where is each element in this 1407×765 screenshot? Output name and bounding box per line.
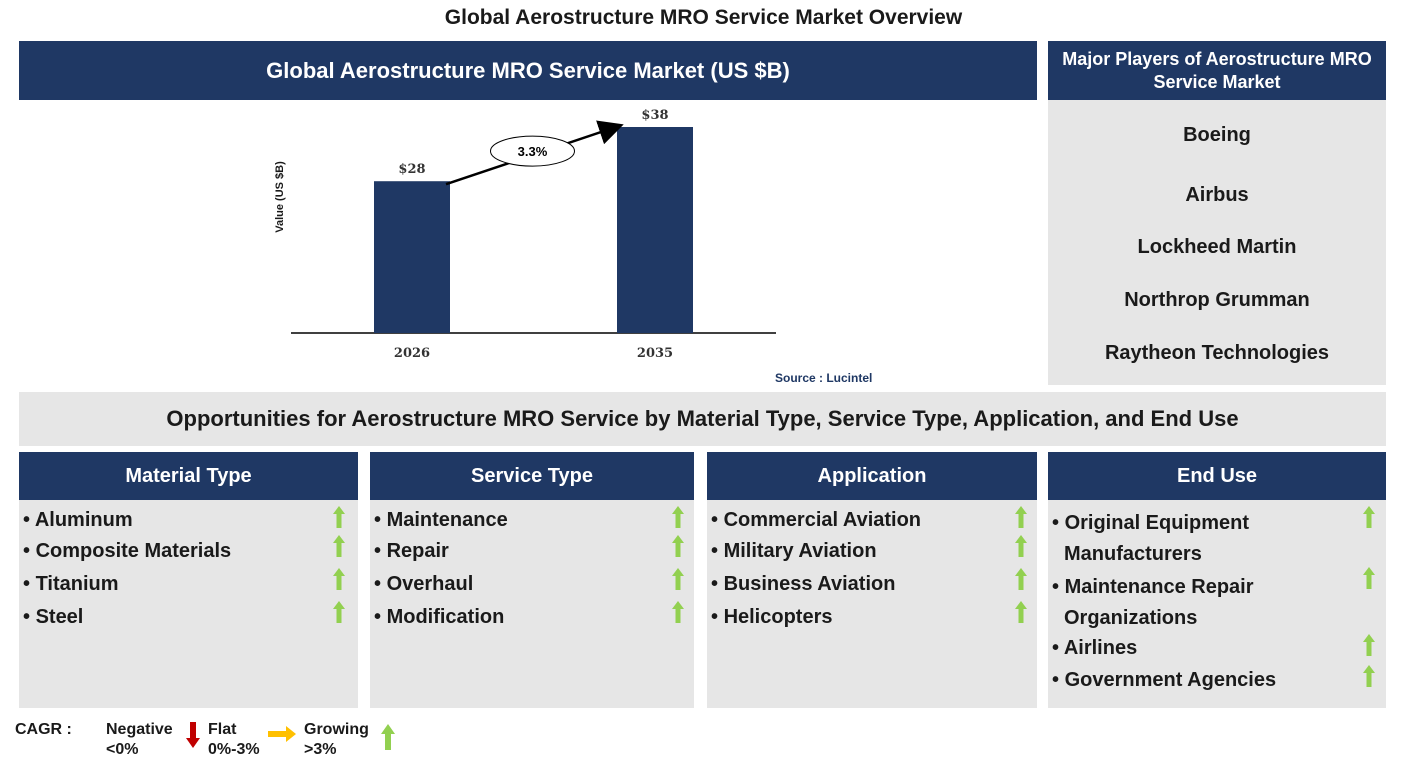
player-item: Northrop Grumman — [1124, 289, 1310, 311]
growth-up-arrow-icon — [1015, 568, 1027, 590]
chart-source: Source : Lucintel — [775, 371, 873, 385]
segment-item: • Steel — [23, 606, 84, 628]
growth-up-arrow-icon — [1363, 567, 1375, 589]
chart-header: Global Aerostructure MRO Service Market … — [19, 41, 1037, 100]
segment-item: • Composite Materials — [23, 540, 232, 562]
growth-up-arrow-icon — [1015, 601, 1027, 623]
cagr-bubble — [490, 135, 575, 167]
segment-item: • Helicopters — [711, 606, 833, 628]
segment-item: • Military Aviation — [711, 540, 877, 562]
bar-value-label: $38 — [641, 108, 668, 123]
segment-item: • Aluminum — [23, 509, 133, 531]
segment-item: • Maintenance — [374, 509, 508, 531]
player-item: Lockheed Martin — [1137, 236, 1297, 258]
segment-item: • Modification — [374, 606, 505, 628]
growth-up-arrow-icon — [672, 535, 684, 557]
growth-up-arrow-icon — [672, 601, 684, 623]
player-item: Raytheon Technologies — [1104, 342, 1330, 364]
segment-item: • Maintenance Repair Organizations — [1052, 576, 1254, 629]
growth-up-arrow-icon — [1363, 665, 1375, 687]
player-item: Airbus — [1185, 184, 1249, 206]
segment-item: • Government Agencies — [1052, 669, 1277, 691]
decline-down-arrow-icon — [186, 722, 200, 748]
growth-up-arrow-icon — [381, 724, 395, 750]
segment-item: • Airlines — [1052, 637, 1138, 659]
legend-growing: Growing >3% — [304, 721, 369, 758]
segment-service-type: Service Type • Maintenance • Repair • Ov… — [370, 452, 694, 708]
growth-up-arrow-icon — [1363, 634, 1375, 656]
opportunities-banner: Opportunities for Aerostructure MRO Serv… — [19, 392, 1386, 446]
bar-2026 — [374, 181, 450, 333]
segment-item: • Titanium — [23, 573, 119, 595]
growth-up-arrow-icon — [672, 568, 684, 590]
segment-body: • Original Equipment Manufacturers • Mai… — [1048, 500, 1386, 708]
flat-right-arrow-icon — [268, 726, 296, 742]
segment-item: • Repair — [374, 540, 449, 562]
players-list: Boeing Airbus Lockheed Martin Northrop G… — [1048, 100, 1386, 385]
growth-up-arrow-icon — [333, 506, 345, 528]
segment-item: • Overhaul — [374, 573, 474, 595]
player-item: Boeing — [1183, 124, 1251, 146]
cagr-label: 3.3% — [518, 144, 548, 159]
players-header: Major Players of Aerostructure MRO Servi… — [1048, 41, 1386, 100]
page-title: Global Aerostructure MRO Service Market … — [444, 6, 963, 29]
segment-item: • Business Aviation — [711, 573, 896, 595]
segment-header: Material Type — [19, 452, 358, 500]
bar-value-label: $28 — [398, 162, 425, 177]
growth-up-arrow-icon — [672, 506, 684, 528]
segment-body: • Maintenance • Repair • Overhaul • Modi… — [370, 500, 694, 708]
growth-up-arrow-icon — [333, 601, 345, 623]
y-axis-label: Value (US $B) — [274, 161, 286, 233]
segment-item: • Original Equipment Manufacturers — [1052, 512, 1250, 565]
growth-up-arrow-icon — [1015, 535, 1027, 557]
segment-header: End Use — [1048, 452, 1386, 500]
segment-end-use: End Use • Original Equipment Manufacture… — [1048, 452, 1386, 708]
x-tick-label: 2035 — [637, 346, 673, 361]
segment-body: • Aluminum • Composite Materials • Titan… — [19, 500, 358, 708]
growth-up-arrow-icon — [1363, 506, 1375, 528]
growth-up-arrow-icon — [333, 535, 345, 557]
segment-body: • Commercial Aviation • Military Aviatio… — [707, 500, 1037, 708]
legend-negative: Negative <0% — [106, 721, 173, 758]
legend-cagr-label: CAGR : — [15, 721, 72, 738]
segment-item: • Commercial Aviation — [711, 509, 922, 531]
segment-header: Application — [707, 452, 1037, 500]
bar-2035 — [617, 127, 693, 333]
market-bar-chart: Value (US $B) 3.3% $28 2026 $38 2035 — [274, 108, 776, 361]
growth-up-arrow-icon — [333, 568, 345, 590]
x-tick-label: 2026 — [394, 346, 430, 361]
segment-application: Application • Commercial Aviation • Mili… — [707, 452, 1037, 708]
segment-material-type: Material Type • Aluminum • Composite Mat… — [19, 452, 358, 708]
segment-header: Service Type — [370, 452, 694, 500]
growth-up-arrow-icon — [1015, 506, 1027, 528]
legend-flat: Flat 0%-3% — [208, 721, 260, 758]
